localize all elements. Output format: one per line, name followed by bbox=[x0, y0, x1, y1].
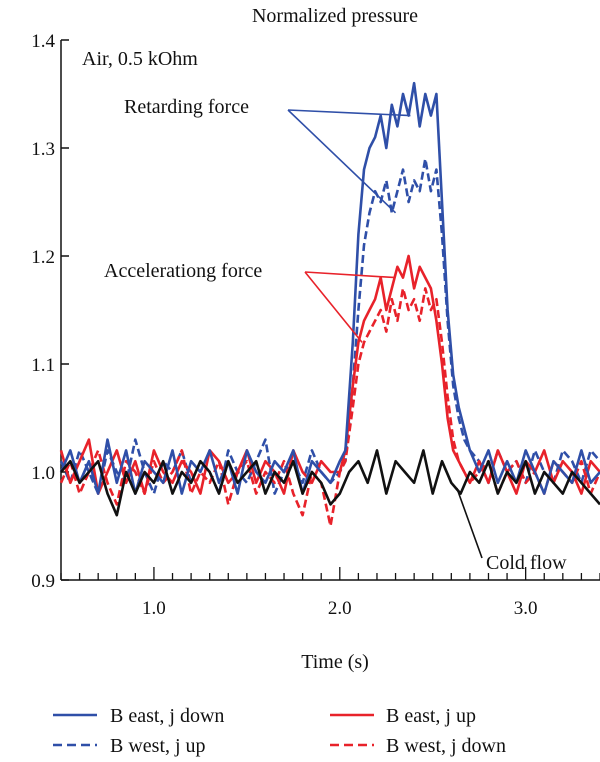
x-tick-label: 3.0 bbox=[514, 598, 538, 619]
retarding-pointer-2 bbox=[287, 109, 397, 214]
chart-title: Normalized pressure bbox=[252, 5, 418, 27]
legend-label-b-west-j-up: B west, j up bbox=[110, 735, 206, 757]
series-line-cold-flow bbox=[60, 449, 600, 517]
retarding-force-annotation: Retarding force bbox=[124, 96, 249, 118]
y-tick-label: 1.0 bbox=[31, 463, 55, 484]
accelerating-force-annotation: Accelerationg force bbox=[104, 260, 262, 282]
y-tick-label: 1.2 bbox=[31, 247, 55, 268]
x-tick-label: 2.0 bbox=[328, 598, 352, 619]
x-tick-label: 1.0 bbox=[142, 598, 166, 619]
retarding-pointer-1 bbox=[287, 109, 411, 117]
legend-label-b-west-j-down: B west, j down bbox=[386, 735, 506, 757]
series-line-b-west-j-up bbox=[59, 157, 600, 495]
series-layer bbox=[59, 81, 600, 528]
y-axis-ticks: 0.9 1.0 1.1 1.2 1.3 1.4 bbox=[31, 31, 69, 592]
annotation-pointer-lines bbox=[287, 109, 483, 559]
legend-label-b-east-j-down: B east, j down bbox=[110, 705, 224, 727]
series-line-b-west-j-down bbox=[59, 287, 600, 528]
cold-flow-pointer bbox=[456, 487, 483, 559]
accelerating-pointer-1 bbox=[304, 271, 396, 279]
series-line-b-east-j-down bbox=[59, 81, 600, 495]
condition-annotation: Air, 0.5 kOhm bbox=[82, 48, 198, 70]
y-tick-label: 1.3 bbox=[31, 139, 55, 160]
y-tick-label: 1.1 bbox=[31, 355, 55, 376]
legend: B east, j down B west, j up B east, j up… bbox=[53, 705, 506, 757]
cold-flow-annotation: Cold flow bbox=[486, 552, 567, 574]
y-tick-label: 0.9 bbox=[31, 571, 55, 592]
accelerating-pointer-2 bbox=[304, 271, 363, 343]
series-line-b-east-j-up bbox=[59, 254, 600, 495]
legend-label-b-east-j-up: B east, j up bbox=[386, 705, 476, 727]
x-axis-title: Time (s) bbox=[301, 651, 369, 673]
x-axis-ticks: 1.0 2.0 3.0 bbox=[60, 567, 600, 619]
y-tick-label: 1.4 bbox=[31, 31, 55, 52]
